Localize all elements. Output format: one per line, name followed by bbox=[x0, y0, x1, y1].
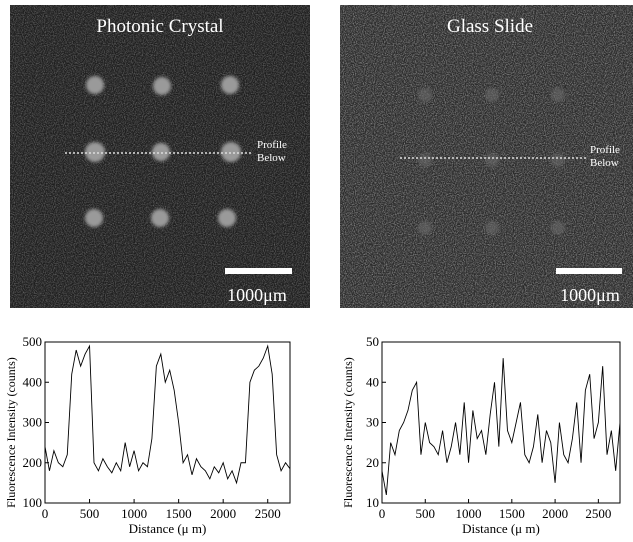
image-panel: Glass Slide Profile Below 1000μm bbox=[340, 5, 633, 308]
x-tick-label: 500 bbox=[416, 506, 436, 521]
x-axis-label: Distance (μ m) bbox=[462, 521, 540, 536]
annotation: Profile bbox=[257, 139, 287, 151]
page: Photonic Crystal Profile Below 1000μm Gl… bbox=[0, 0, 633, 542]
annotation: Below bbox=[257, 152, 286, 164]
plot-frame bbox=[382, 342, 620, 503]
scale-bar bbox=[556, 268, 622, 274]
y-tick-label: 10 bbox=[366, 495, 379, 510]
y-axis-label: Fluorescence Intensity (counts) bbox=[4, 357, 18, 508]
data-line bbox=[382, 358, 620, 495]
image-panel: Photonic Crystal Profile Below 1000μm bbox=[10, 5, 310, 308]
x-tick-label: 2500 bbox=[255, 506, 281, 521]
x-tick-label: 500 bbox=[80, 506, 100, 521]
annotation: Profile bbox=[590, 144, 620, 156]
x-tick-label: 0 bbox=[42, 506, 49, 521]
x-axis-label: Distance (μ m) bbox=[129, 521, 207, 536]
annotation: Below bbox=[590, 157, 619, 169]
x-tick-label: 1500 bbox=[166, 506, 192, 521]
data-line bbox=[45, 346, 290, 483]
plot-frame bbox=[45, 342, 290, 503]
scale-label: 1000μm bbox=[560, 285, 620, 305]
y-axis-label: Fluorescence Intensity (counts) bbox=[341, 357, 355, 508]
y-tick-label: 40 bbox=[366, 374, 379, 389]
x-tick-label: 0 bbox=[379, 506, 386, 521]
y-tick-label: 400 bbox=[23, 374, 43, 389]
scale-label: 1000μm bbox=[227, 285, 287, 305]
x-tick-label: 1000 bbox=[456, 506, 482, 521]
scale-bar bbox=[225, 268, 292, 274]
image-title: Photonic Crystal bbox=[96, 16, 223, 37]
x-tick-label: 2000 bbox=[210, 506, 236, 521]
y-tick-label: 30 bbox=[366, 415, 379, 430]
y-tick-label: 500 bbox=[23, 334, 43, 349]
image-title: Glass Slide bbox=[447, 16, 533, 37]
y-tick-label: 100 bbox=[23, 495, 43, 510]
figure: Photonic Crystal Profile Below 1000μm Gl… bbox=[0, 0, 633, 537]
x-tick-label: 1000 bbox=[121, 506, 147, 521]
y-tick-label: 20 bbox=[366, 455, 379, 470]
y-tick-label: 200 bbox=[23, 455, 43, 470]
y-tick-label: 300 bbox=[23, 415, 43, 430]
x-tick-label: 2500 bbox=[585, 506, 611, 521]
x-tick-label: 2000 bbox=[542, 506, 568, 521]
x-tick-label: 1500 bbox=[499, 506, 525, 521]
y-tick-label: 50 bbox=[366, 334, 379, 349]
